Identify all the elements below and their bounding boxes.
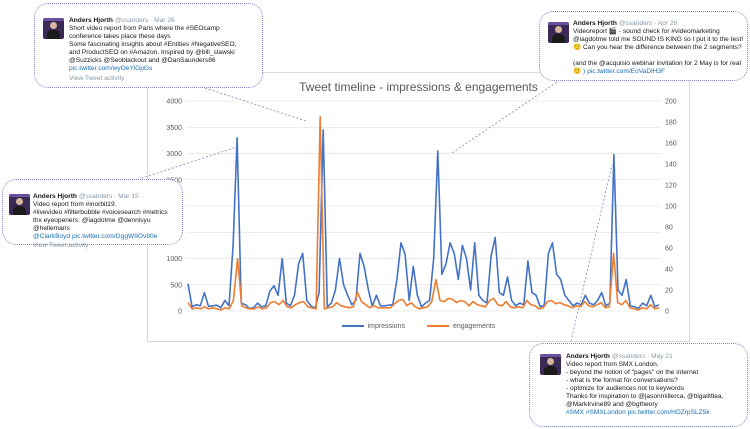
author-name[interactable]: Anders Hjorth (566, 353, 610, 360)
y-right-tick-label: 120 (665, 183, 677, 190)
tweet-date[interactable]: · Apr 26 (654, 20, 678, 27)
series-line-engagements (187, 115, 660, 311)
chart-legend: impressions engagements (148, 323, 689, 330)
tweet-date[interactable]: · Mar 26 (150, 17, 175, 24)
tweet-header: Anders Hjorth @ssanders · Mar 26 (69, 17, 259, 25)
y-right-tick-label: 20 (665, 288, 673, 295)
y-right-tick-label: 200 (665, 99, 677, 106)
tweet-header: Anders Hjorth @ssanders · May 21 (566, 353, 746, 361)
tweet-callout-2[interactable]: Anders Hjorth @ssanders · Apr 26 Videore… (539, 11, 748, 81)
tweet-header: Anders Hjorth @ssanders · Mar 15 (33, 193, 181, 201)
y-left-tick-label: 500 (170, 282, 182, 289)
y-right-tick-label: 100 (665, 204, 677, 211)
tweet-line: - optimize for audiences not to keywords (566, 385, 685, 392)
tweet-body: Anders Hjorth @ssanders · Apr 26 Videore… (573, 20, 745, 76)
y-right-tick-label: 180 (665, 120, 677, 127)
tweet-pic-link[interactable]: 🙂 ) pic.twitter.com/EoVaDlH3F (573, 68, 665, 75)
tweet-line: conference takes place these days (69, 33, 171, 40)
tweet-line: Some fascinating insights about #Entitie… (69, 41, 237, 48)
author-name[interactable]: Anders Hjorth (33, 193, 77, 200)
tweet-line: (and the @acquisio webinar invitation fo… (573, 60, 741, 67)
tweet-line: thx eyeopeners: @iagdotme @dennisyu @hel… (33, 217, 151, 232)
tweet-line: - what is the format for conversations? (566, 377, 678, 384)
tweet-line: Thanks for inspiration to @jasonmillerca… (566, 393, 724, 400)
view-tweet-activity-link[interactable]: View Tweet activity (33, 242, 89, 249)
tweet-line: Video report from #inorbit19. (33, 201, 117, 208)
tweet-pic-link[interactable]: pic.twitter.com/wyOeYiGpGs (69, 65, 153, 72)
tweet-line: Short video report from Paris where the … (69, 25, 220, 32)
author-handle[interactable]: @ssanders (114, 17, 149, 24)
tweet-body: Anders Hjorth @ssanders · Mar 26 Short v… (69, 17, 259, 83)
y-right-tick-label: 140 (665, 162, 677, 169)
avatar (548, 22, 569, 43)
tweet-callout-3[interactable]: Anders Hjorth @ssanders · Mar 15 Video r… (2, 179, 183, 249)
tweet-line: Videoreport 🎬 - sound check for #videoma… (573, 28, 720, 35)
legend-swatch-impressions (341, 325, 364, 328)
series-line-impressions (187, 129, 660, 310)
y-right-tick-label: 60 (665, 246, 673, 253)
author-name[interactable]: Anders Hjorth (69, 17, 113, 24)
chart-title: Tweet timeline - impressions & engagemen… (299, 80, 538, 94)
y-left-tick-label: 1000 (166, 256, 182, 263)
tweet-callout-1[interactable]: Anders Hjorth @ssanders · Mar 26 Short v… (34, 3, 263, 88)
tweet-callout-4[interactable]: Anders Hjorth @ssanders · May 21 Video r… (529, 343, 748, 427)
y-left-tick-label: 3500 (166, 125, 182, 132)
view-tweet-activity-link[interactable]: View Tweet activity (69, 75, 125, 82)
legend-engagements: engagements (426, 323, 496, 330)
y-left-tick-label: 3000 (166, 151, 182, 158)
avatar (43, 18, 64, 39)
connector-c3 (129, 145, 241, 183)
tweet-line: @iagdotme told me SOUND IS KING so I put… (573, 36, 744, 43)
tweet-date[interactable]: · May 21 (647, 353, 673, 360)
tweet-line-empty (573, 52, 745, 60)
tweet-line: and ProductSEO on #Amazon. Inspired by @… (69, 49, 235, 56)
y-right-tick-label: 0 (665, 309, 669, 316)
y-right-tick-label: 80 (665, 225, 673, 232)
author-name[interactable]: Anders Hjorth (573, 20, 617, 27)
tweet-hashtag-line[interactable]: #SMX #SMXLondon pic.twitter.com/HDZrpSLZ… (566, 409, 710, 416)
tweet-header: Anders Hjorth @ssanders · Apr 26 (573, 20, 745, 28)
tweet-line: - beyond the notion of "pages" on the in… (566, 369, 699, 376)
avatar (540, 354, 561, 375)
legend-label-engagements: engagements (452, 323, 496, 330)
tweet-line: 🙂 Can you hear the difference between th… (573, 44, 742, 51)
connector-c4 (569, 164, 613, 346)
y-left-tick-label: 4000 (166, 99, 182, 106)
tweet-pic-link[interactable]: @ClarkBoyd pic.twitter.com/GggW9Ov80e (33, 233, 158, 240)
legend-impressions: impressions (341, 323, 405, 330)
tweet-line: @Suzzicks @Seoblackout and @DanSaunders8… (69, 57, 216, 64)
tweet-body: Anders Hjorth @ssanders · May 21 Video r… (566, 353, 746, 417)
y-right-tick-label: 40 (665, 267, 673, 274)
tweet-body: Anders Hjorth @ssanders · Mar 15 Video r… (33, 193, 181, 250)
author-handle[interactable]: @ssanders (611, 353, 646, 360)
author-handle[interactable]: @ssanders (618, 20, 653, 27)
author-handle[interactable]: @ssanders (78, 193, 113, 200)
tweet-line: @MarkIrvine89 and @bgtheory (566, 401, 658, 408)
connector-c2 (451, 79, 561, 154)
y-right-tick-label: 160 (665, 141, 677, 148)
tweet-line: Video report from SMX London. (566, 361, 659, 368)
avatar (9, 194, 30, 215)
tweet-line: #livevideo #filterbubble #voicesearch #m… (33, 209, 168, 216)
legend-label-impressions: impressions (367, 323, 405, 330)
tweet-date[interactable]: · Mar 15 (114, 193, 139, 200)
legend-swatch-engagements (426, 325, 449, 328)
connector-c1 (204, 87, 307, 122)
y-left-tick-label: 0 (178, 309, 182, 316)
